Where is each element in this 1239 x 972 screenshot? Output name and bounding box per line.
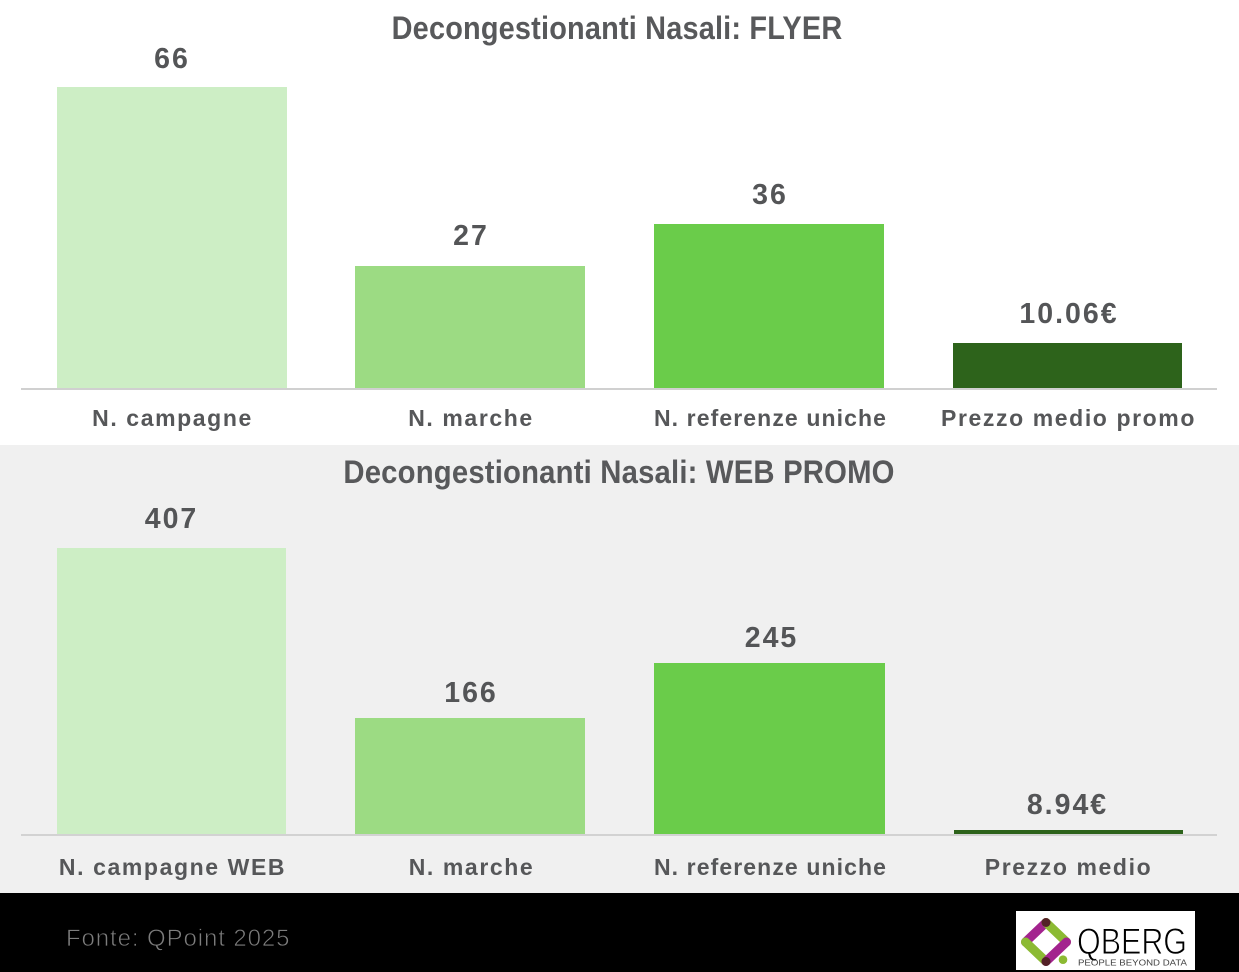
svg-text:PEOPLE BEYOND DATA: PEOPLE BEYOND DATA <box>1078 958 1187 968</box>
svg-text:QBERG: QBERG <box>1077 921 1187 962</box>
